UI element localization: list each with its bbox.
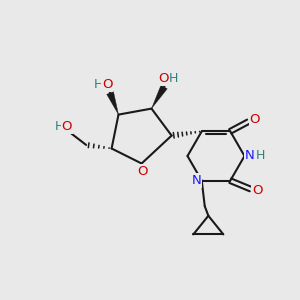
Text: H: H — [54, 120, 64, 134]
Text: H: H — [255, 149, 265, 162]
Text: N: N — [191, 174, 201, 187]
Polygon shape — [107, 92, 118, 115]
Text: O: O — [137, 165, 148, 178]
Text: O: O — [62, 120, 72, 134]
Text: H: H — [94, 77, 104, 91]
Text: O: O — [158, 72, 169, 85]
Text: O: O — [250, 113, 260, 126]
Polygon shape — [152, 85, 167, 109]
Text: O: O — [102, 77, 112, 91]
Text: N: N — [245, 149, 255, 162]
Text: H: H — [168, 72, 178, 85]
Text: O: O — [252, 184, 262, 197]
